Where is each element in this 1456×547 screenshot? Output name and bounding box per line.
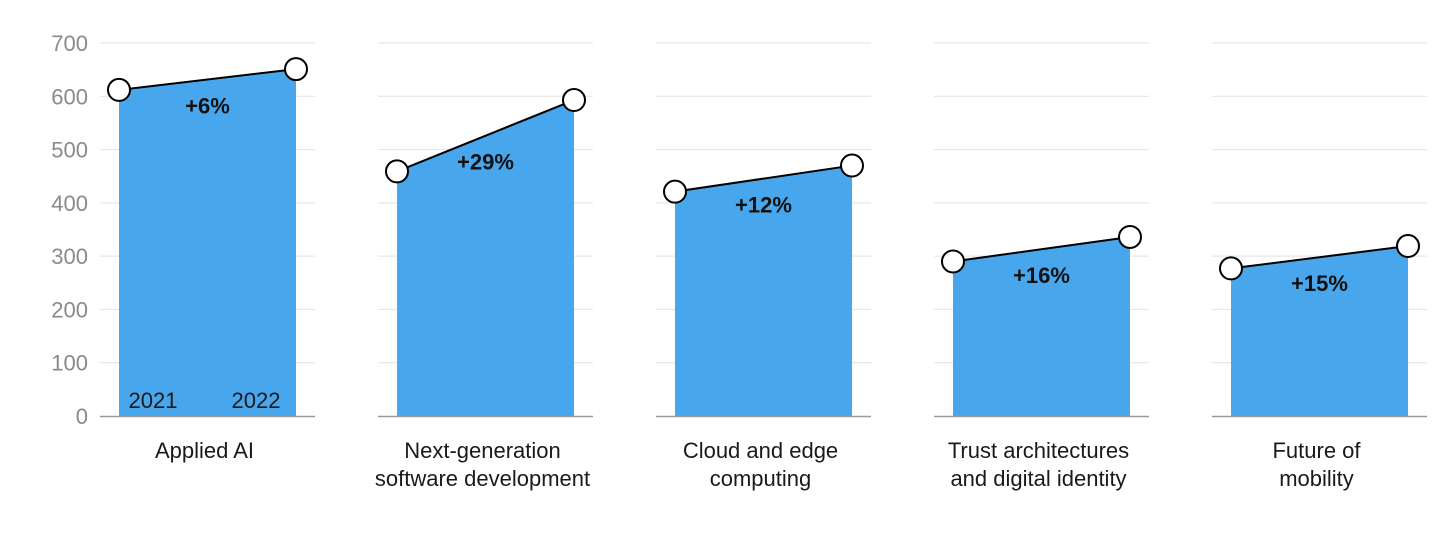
y-tick-label: 700 xyxy=(51,31,88,56)
change-label: +16% xyxy=(1013,263,1070,288)
area-4 xyxy=(1231,246,1408,416)
category-label: Next-generation xyxy=(404,438,561,463)
change-label: +15% xyxy=(1291,271,1348,296)
category-label: mobility xyxy=(1279,466,1354,491)
x-label-2022: 2022 xyxy=(232,388,281,413)
y-tick-label: 100 xyxy=(51,351,88,376)
change-label: +12% xyxy=(735,193,792,218)
y-tick-label: 500 xyxy=(51,138,88,163)
data-point-2021 xyxy=(107,77,131,102)
y-tick-label: 400 xyxy=(51,191,88,216)
x-label-2021: 2021 xyxy=(129,388,178,413)
area-2 xyxy=(675,165,852,416)
category-label: software development xyxy=(375,466,590,491)
category-label: Future of xyxy=(1272,438,1361,463)
category-label: Applied AI xyxy=(155,438,254,463)
data-point-2022 xyxy=(1118,224,1142,249)
data-point-2021 xyxy=(663,179,687,204)
category-label: computing xyxy=(710,466,812,491)
area-1 xyxy=(397,100,574,416)
category-label: and digital identity xyxy=(950,466,1126,491)
category-label: Trust architectures xyxy=(948,438,1129,463)
y-tick-label: 0 xyxy=(76,404,88,429)
trend-line xyxy=(1230,245,1409,270)
trend-line xyxy=(118,68,297,91)
y-tick-label: 200 xyxy=(51,297,88,322)
data-point-2021 xyxy=(1219,256,1243,281)
area-0 xyxy=(119,69,296,417)
change-label: +6% xyxy=(185,94,230,119)
data-point-2021 xyxy=(385,159,409,184)
change-label: +29% xyxy=(457,150,514,175)
data-point-2022 xyxy=(1396,234,1420,259)
trend-line xyxy=(952,235,1131,263)
data-point-2022 xyxy=(284,57,308,82)
trend-line xyxy=(396,99,575,173)
y-tick-label: 300 xyxy=(51,244,88,269)
data-point-2022 xyxy=(562,88,586,113)
data-point-2021 xyxy=(941,249,965,274)
y-tick-label: 600 xyxy=(51,84,88,109)
data-point-2022 xyxy=(840,153,864,178)
category-label: Cloud and edge xyxy=(683,438,838,463)
trend-line xyxy=(674,164,853,193)
area-3 xyxy=(953,236,1130,416)
